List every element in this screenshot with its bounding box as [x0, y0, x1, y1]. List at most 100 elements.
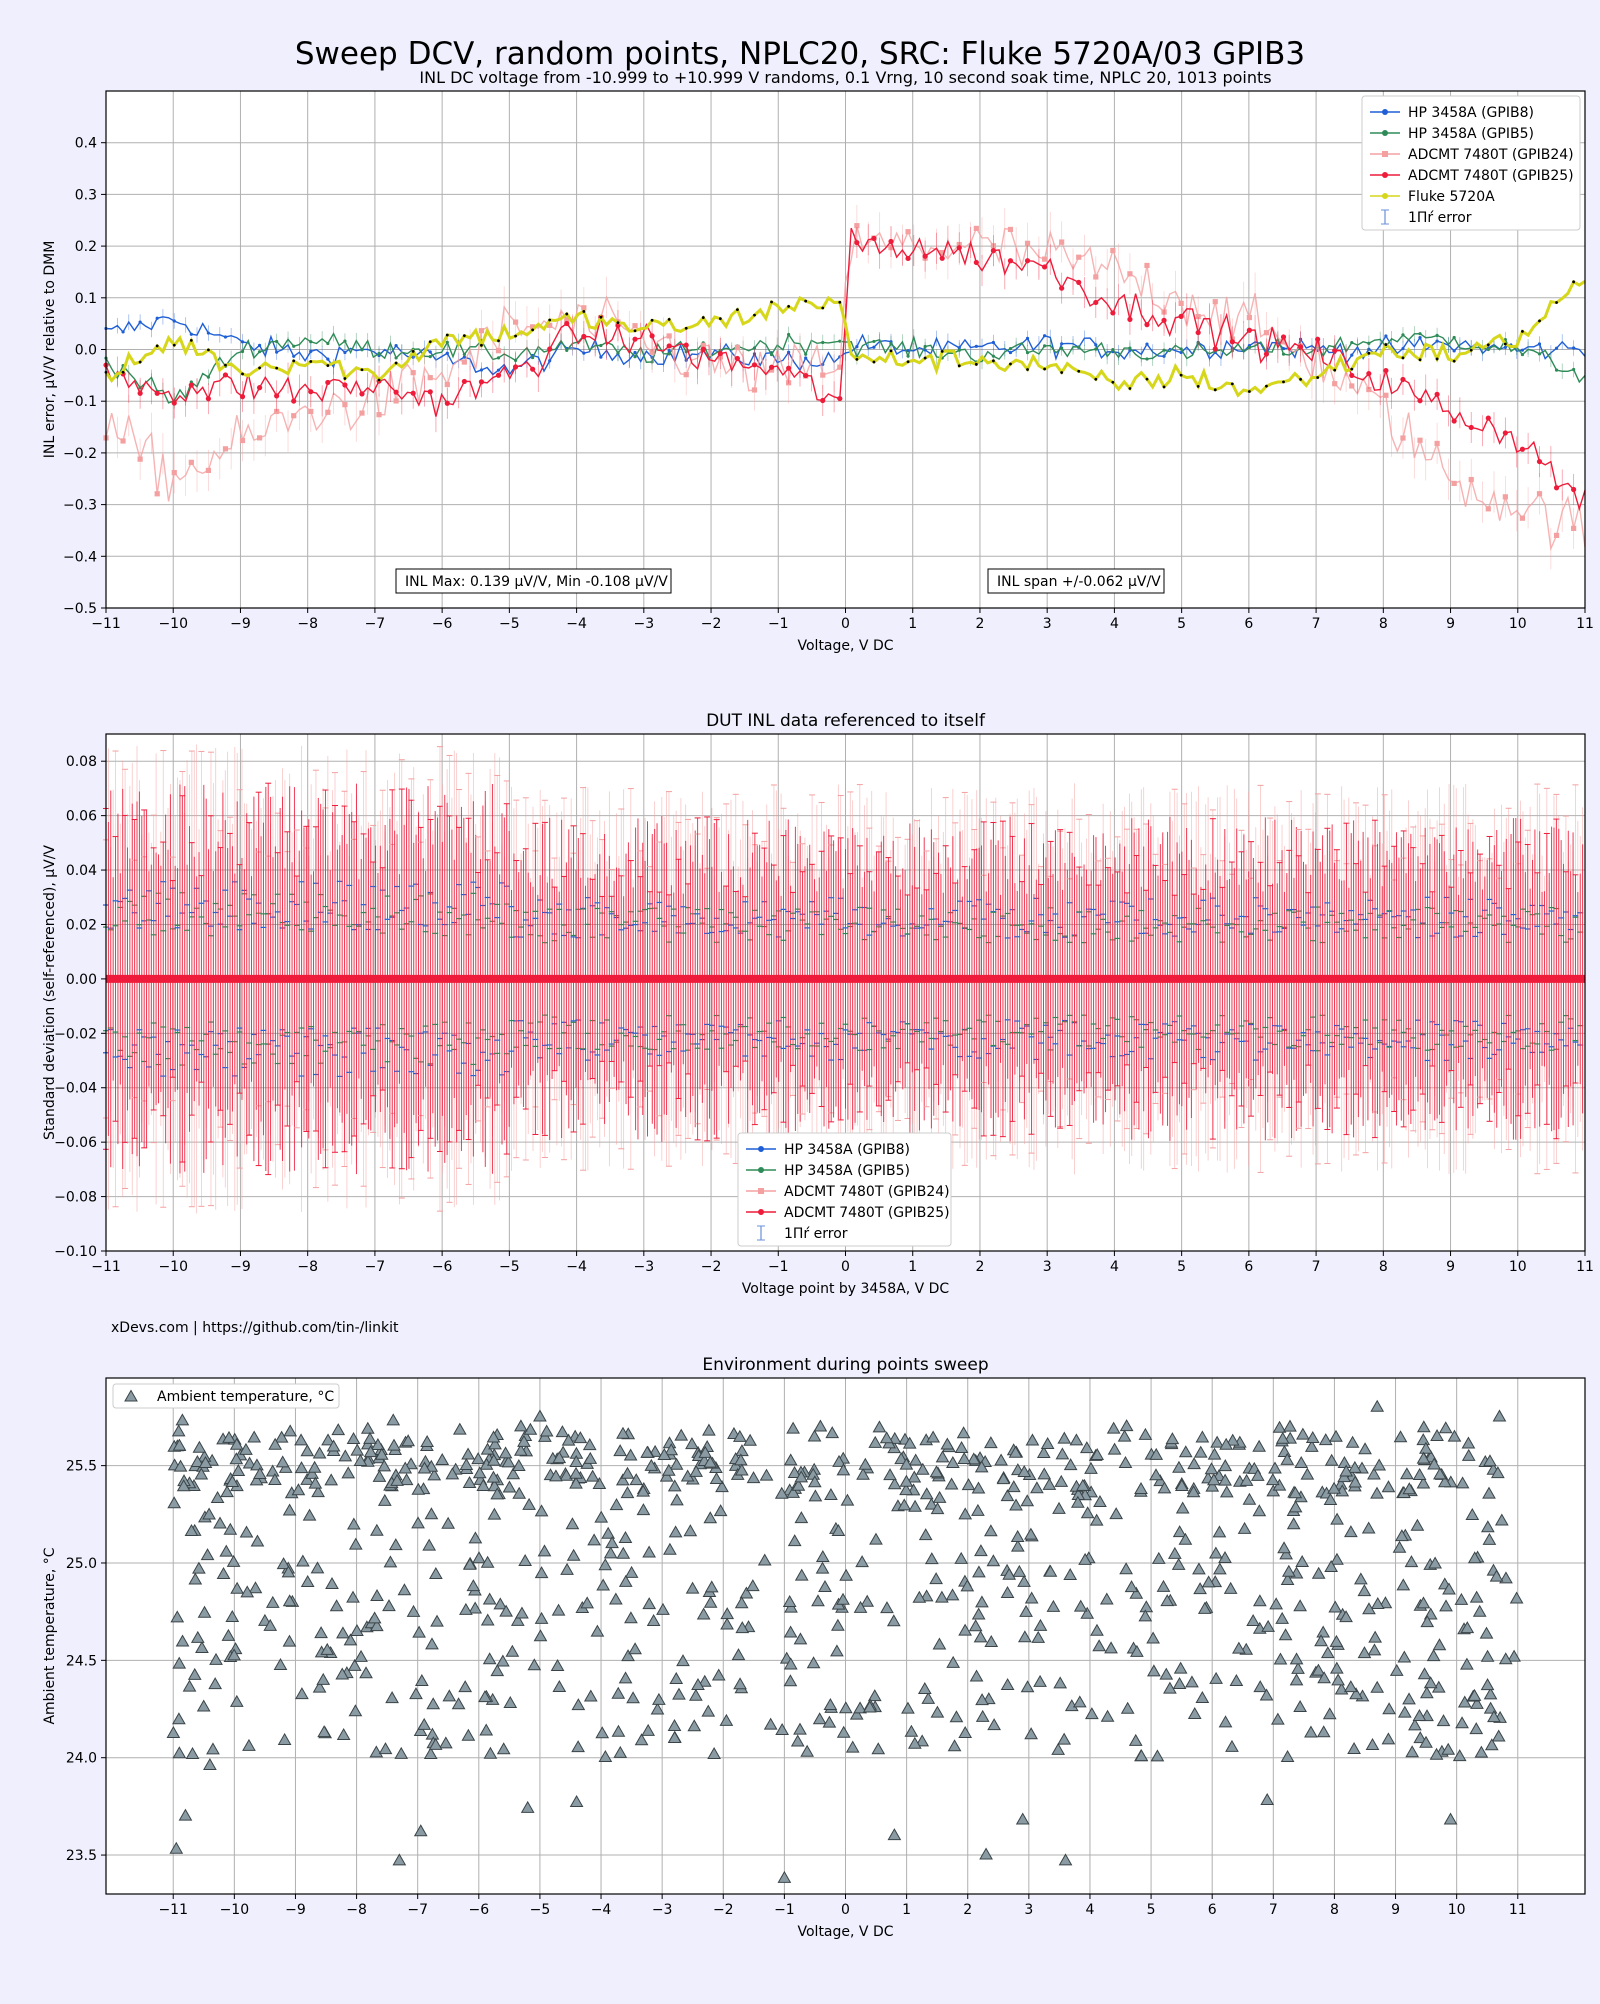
data-point-marker [1400, 435, 1405, 440]
data-point-marker [1145, 357, 1148, 360]
x-tick-label: 9 [1446, 1259, 1455, 1275]
data-point-marker [1435, 441, 1440, 446]
data-point-marker [378, 379, 381, 382]
data-point-marker [1059, 286, 1064, 291]
data-point-marker [497, 339, 500, 342]
x-tick-label: 9 [1446, 616, 1455, 632]
data-point-marker [1127, 271, 1132, 276]
data-point-marker [1537, 459, 1542, 464]
data-point-marker [326, 342, 329, 345]
data-point-marker [1469, 477, 1474, 482]
data-point-marker [531, 356, 534, 359]
data-point-marker [275, 350, 278, 353]
x-tick-label: 1 [908, 1259, 917, 1275]
data-point-marker [1382, 172, 1388, 178]
data-point-marker [412, 350, 415, 353]
data-point-marker [1315, 337, 1320, 342]
data-point-marker [513, 364, 518, 369]
chart-title: INL DC voltage from -10.999 to +10.999 V… [419, 68, 1271, 87]
data-point-marker [838, 301, 841, 304]
data-point-marker [463, 353, 466, 356]
data-point-marker [139, 361, 142, 364]
data-point-marker [599, 344, 602, 347]
data-point-marker [325, 410, 330, 415]
data-point-marker [888, 239, 893, 244]
data-point-marker [1247, 315, 1252, 320]
annotation-text: INL Max: 0.139 µV/V, Min -0.108 µV/V [405, 574, 668, 590]
data-point-marker [1520, 516, 1525, 521]
data-point-marker [514, 335, 517, 338]
data-point-marker [581, 305, 586, 310]
data-point-marker [1555, 301, 1558, 304]
x-tick-label: −3 [652, 1902, 673, 1918]
data-point-marker [445, 401, 450, 406]
data-point-marker [463, 334, 466, 337]
data-point-marker [1453, 349, 1456, 352]
data-point-marker [138, 391, 143, 396]
data-point-marker [758, 1209, 764, 1215]
data-point-marker [291, 398, 296, 403]
legend: HP 3458A (GPIB8)HP 3458A (GPIB5)ADCMT 74… [1362, 96, 1580, 230]
data-point-marker [325, 380, 330, 385]
data-point-marker [497, 356, 500, 359]
y-tick-label: 0.3 [75, 187, 97, 203]
x-tick-label: 1 [902, 1902, 911, 1918]
data-point-marker [1213, 346, 1218, 351]
data-point-marker [308, 389, 313, 394]
x-tick-label: 3 [1024, 1902, 1033, 1918]
x-tick-label: −8 [346, 1902, 367, 1918]
x-axis-label: Voltage, V DC [798, 638, 894, 654]
data-point-marker [649, 333, 654, 338]
data-point-marker [207, 376, 210, 379]
x-tick-label: 4 [1110, 616, 1119, 632]
data-point-marker [395, 344, 398, 347]
data-point-marker [803, 373, 808, 378]
data-point-marker [564, 321, 569, 326]
data-point-marker [1571, 526, 1576, 531]
y-tick-label: 0.2 [75, 239, 97, 255]
data-point-marker [1350, 354, 1353, 357]
x-tick-label: 10 [1448, 1902, 1466, 1918]
data-point-marker [1436, 358, 1439, 361]
data-point-marker [241, 350, 244, 353]
data-point-marker [753, 346, 756, 349]
data-point-marker [907, 360, 910, 363]
data-point-marker [581, 334, 586, 339]
y-axis-label: INL error, µV/V relative to DMM [42, 241, 58, 459]
data-point-marker [905, 229, 910, 234]
data-point-marker [923, 254, 928, 259]
data-point-marker [684, 372, 689, 377]
x-tick-label: −7 [365, 1259, 386, 1275]
x-tick-label: −1 [774, 1902, 795, 1918]
data-point-marker [1077, 345, 1080, 348]
data-point-marker [1111, 381, 1114, 384]
x-tick-label: −11 [158, 1902, 188, 1918]
data-point-marker [1572, 280, 1575, 283]
data-point-marker [735, 345, 740, 350]
data-point-marker [1281, 334, 1286, 339]
data-point-marker [1008, 227, 1013, 232]
x-tick-label: −1 [768, 616, 789, 632]
x-tick-label: 8 [1379, 616, 1388, 632]
data-point-marker [872, 346, 875, 349]
data-point-marker [1144, 322, 1149, 327]
data-point-marker [1555, 369, 1558, 372]
data-point-marker [275, 340, 278, 343]
y-tick-label: −0.08 [54, 1190, 97, 1206]
data-point-marker [172, 470, 177, 475]
data-point-marker [173, 344, 176, 347]
data-point-marker [120, 438, 125, 443]
data-point-marker [207, 331, 210, 334]
data-point-marker [1332, 381, 1337, 386]
y-tick-label: 0.04 [66, 863, 97, 879]
data-point-marker [258, 344, 261, 347]
data-point-marker [668, 318, 671, 321]
data-point-marker [855, 358, 858, 361]
data-point-marker [632, 337, 637, 342]
x-tick-label: −10 [220, 1902, 250, 1918]
data-point-marker [1110, 310, 1115, 315]
data-point-marker [326, 364, 329, 367]
data-point-marker [787, 333, 790, 336]
